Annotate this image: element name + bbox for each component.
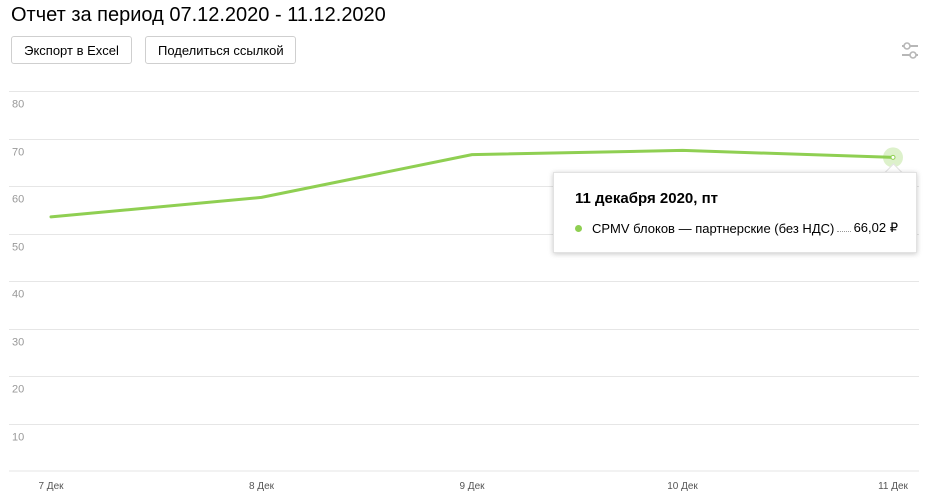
data-point-highlight (890, 154, 896, 160)
tooltip-series-row: CPMV блоков — партнерские (без НДС) 66,0… (575, 220, 898, 236)
tooltip-series-name: CPMV блоков — партнерские (без НДС) (592, 220, 835, 236)
y-tick-label: 60 (12, 194, 24, 206)
tooltip-date: 11 декабря 2020, пт (575, 190, 718, 207)
x-tick-label: 10 Дек (667, 481, 698, 492)
y-tick-label: 50 (12, 242, 24, 254)
y-tick-label: 30 (12, 337, 24, 349)
share-link-button[interactable]: Поделиться ссылкой (145, 36, 296, 64)
y-tick-label: 80 (12, 99, 24, 111)
x-tick-label: 11 Дек (878, 481, 908, 492)
page-title: Отчет за период 07.12.2020 - 11.12.2020 (11, 4, 386, 26)
x-tick-label: 9 Дек (459, 481, 485, 492)
tooltip-leader-dots (837, 230, 851, 232)
series-line (49, 148, 895, 219)
chart-tooltip: 11 декабря 2020, пт CPMV блоков — партне… (553, 172, 917, 253)
y-tick-label: 10 (12, 432, 24, 444)
y-tick-label: 70 (12, 147, 24, 159)
x-tick-label: 8 Дек (249, 481, 275, 492)
y-tick-label: 40 (12, 289, 24, 301)
y-tick-label: 20 (12, 384, 24, 396)
x-tick-label: 7 Дек (38, 481, 64, 492)
export-excel-button[interactable]: Экспорт в Excel (11, 36, 132, 64)
tooltip-value: 66,02 ₽ (853, 220, 898, 235)
series-marker-dot (575, 224, 582, 232)
sliders-icon[interactable] (900, 42, 920, 60)
